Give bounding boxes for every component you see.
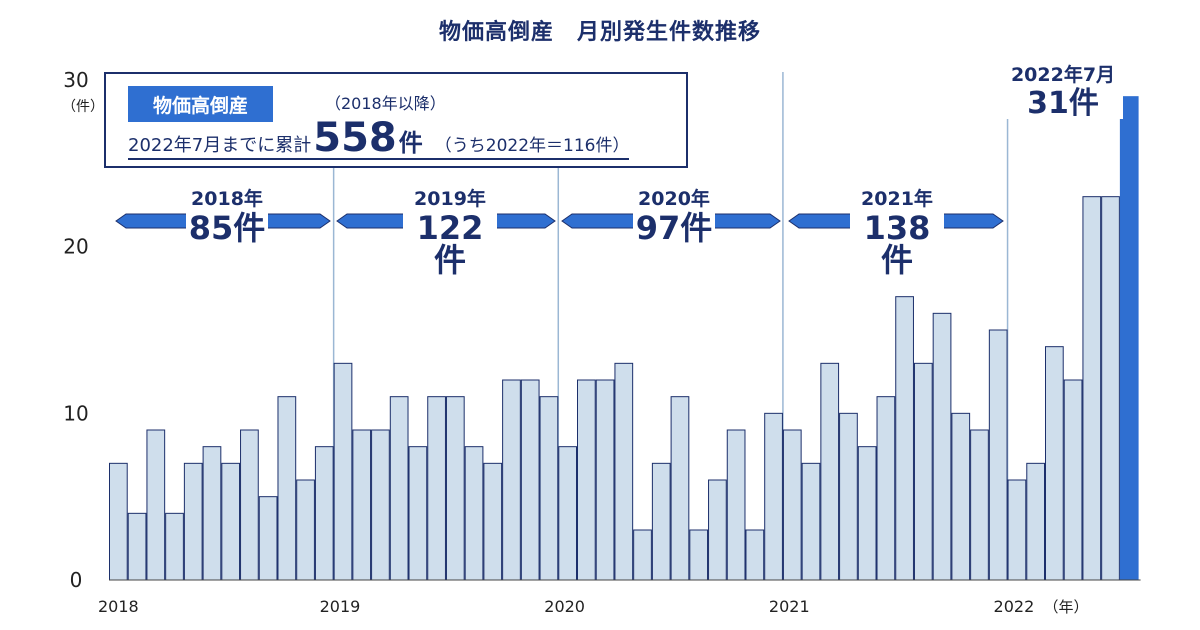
bar	[502, 379, 521, 581]
year-total-label: 2018年	[191, 188, 263, 210]
bar	[1082, 196, 1102, 581]
bar	[1063, 379, 1083, 581]
bar	[445, 396, 465, 581]
bar	[221, 462, 241, 581]
bar	[745, 529, 765, 581]
summary-total-unit: 件	[398, 129, 423, 157]
bar	[913, 362, 933, 581]
bar	[202, 446, 222, 581]
latest-month-count: 31件	[1027, 86, 1099, 121]
bar	[839, 412, 858, 581]
bar	[165, 512, 184, 581]
bar	[614, 362, 634, 581]
bar	[183, 462, 203, 581]
year-total-2020: 2020年 97件	[633, 190, 715, 244]
bar	[464, 446, 484, 581]
bar	[651, 462, 671, 581]
year-total-label: 2021年	[861, 188, 933, 210]
year-total-count: 85件	[188, 209, 266, 247]
x-tick-label: 2019	[320, 597, 361, 616]
summary-lead: 2022年7月までに累計	[128, 135, 312, 156]
bar	[782, 429, 802, 581]
bar	[1026, 462, 1046, 581]
bar	[895, 296, 914, 581]
x-tick-label: 2018	[98, 597, 139, 616]
x-axis-unit: （年）	[1044, 598, 1089, 616]
bar	[595, 379, 615, 581]
year-total-count: 138件	[863, 209, 931, 279]
bar	[932, 312, 952, 581]
bar	[708, 479, 727, 581]
bar	[483, 462, 503, 581]
bar	[520, 379, 540, 581]
x-tick-label: 2022	[994, 597, 1035, 616]
bar	[146, 429, 166, 581]
bar	[988, 329, 1008, 581]
bar	[314, 446, 334, 581]
bar	[539, 396, 559, 581]
bar	[970, 429, 989, 581]
y-tick-label: 10	[63, 401, 88, 425]
bar	[127, 512, 147, 581]
summary-line: 2022年7月までに累計 558 件 （うち2022年＝116件）	[128, 115, 630, 161]
bar	[876, 396, 896, 581]
bar	[764, 412, 783, 581]
summary-since: （2018年以降）	[325, 94, 446, 113]
y-tick-label: 0	[70, 568, 83, 592]
bar	[1007, 479, 1027, 581]
year-total-count: 97件	[635, 209, 713, 247]
bar	[801, 462, 821, 581]
bar	[109, 462, 128, 581]
bar	[857, 446, 877, 581]
bar	[240, 429, 259, 581]
bar	[689, 529, 709, 581]
bar	[333, 362, 353, 581]
bar	[726, 429, 746, 581]
bar	[371, 429, 390, 581]
summary-total: 558	[313, 115, 397, 161]
bar	[1101, 196, 1120, 581]
year-total-label: 2020年	[638, 188, 710, 210]
bar	[277, 396, 297, 581]
year-total-count: 122件	[416, 209, 484, 279]
bar	[389, 396, 409, 581]
y-tick-label: 30	[63, 68, 88, 92]
x-tick-label: 2020	[544, 597, 585, 616]
summary-badge: 物価高倒産	[128, 86, 273, 122]
year-total-2021: 2021年 138件	[850, 190, 944, 276]
bar	[577, 379, 596, 581]
bar	[820, 362, 840, 581]
y-axis-unit: （件）	[62, 99, 104, 115]
y-tick-label: 20	[63, 235, 88, 259]
bar	[352, 429, 372, 581]
latest-month-callout: 2022年7月 31件	[1003, 66, 1123, 119]
bar	[951, 412, 971, 581]
chart-title: 物価高倒産 月別発生件数推移	[438, 20, 761, 45]
x-tick-label: 2021	[769, 597, 810, 616]
latest-month-label: 2022年7月	[1010, 64, 1116, 86]
summary-note: （うち2022年＝116件）	[434, 136, 630, 156]
bar	[633, 529, 652, 581]
bar	[558, 446, 578, 581]
year-total-label: 2019年	[414, 188, 486, 210]
bar	[670, 396, 690, 581]
year-total-2018: 2018年 85件	[186, 190, 268, 244]
bar	[296, 479, 315, 581]
bar	[258, 496, 278, 581]
year-total-2019: 2019年 122件	[403, 190, 497, 276]
bar	[427, 396, 446, 581]
bar	[1119, 96, 1139, 581]
bar	[408, 446, 428, 581]
bar	[1045, 346, 1064, 581]
